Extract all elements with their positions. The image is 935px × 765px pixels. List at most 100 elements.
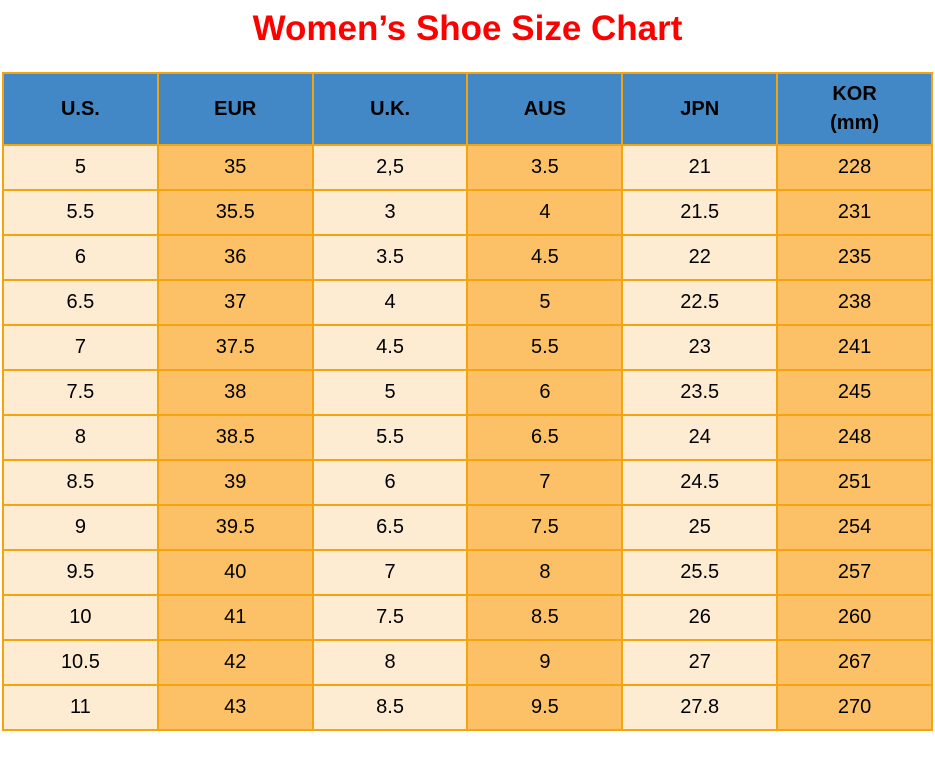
table-row: 10.5 42 8 9 27 267: [2, 639, 933, 686]
table-cell: 6: [466, 369, 624, 416]
table-cell: 8: [311, 639, 469, 686]
table-cell: 7: [311, 549, 469, 596]
table-cell: 4.5: [466, 234, 624, 281]
table-cell: 9: [2, 504, 159, 551]
table-cell: 8.5: [311, 684, 469, 731]
table-cell: 39.5: [156, 504, 314, 551]
table-cell: 36: [156, 234, 314, 281]
table-row: 7.5 38 5 6 23.5 245: [2, 369, 933, 416]
table-row: 8.5 39 6 7 24.5 251: [2, 459, 933, 506]
table-cell: 4.5: [311, 324, 469, 371]
table-cell: 22: [621, 234, 779, 281]
table-cell: 22.5: [621, 279, 779, 326]
column-header-kor: KOR (mm): [776, 72, 933, 146]
table-cell: 25: [621, 504, 779, 551]
table-cell: 10: [2, 594, 159, 641]
table-cell: 10.5: [2, 639, 159, 686]
table-body: 5 35 2,5 3.5 21 228 5.5 35.5 3 4 21.5 231 6 36 3.5 4.5 2…: [2, 144, 933, 731]
table-cell: 6: [2, 234, 159, 281]
table-cell: 42: [156, 639, 314, 686]
table-cell: 25.5: [621, 549, 779, 596]
table-cell: 9: [466, 639, 624, 686]
table-cell: 26: [621, 594, 779, 641]
table-header-row: U.S. EUR U.K. AUS JPN KOR (mm): [2, 72, 933, 146]
table-cell: 8.5: [466, 594, 624, 641]
table-cell: 251: [776, 459, 933, 506]
table-cell: 238: [776, 279, 933, 326]
table-cell: 3.5: [466, 144, 624, 191]
table-cell: 254: [776, 504, 933, 551]
table-cell: 245: [776, 369, 933, 416]
table-cell: 8: [2, 414, 159, 461]
column-header-us: U.S.: [2, 72, 159, 146]
column-header-uk: U.K.: [311, 72, 469, 146]
table-cell: 24.5: [621, 459, 779, 506]
table-cell: 7: [2, 324, 159, 371]
table-cell: 2,5: [311, 144, 469, 191]
table-row: 9.5 40 7 8 25.5 257: [2, 549, 933, 596]
table-cell: 8.5: [2, 459, 159, 506]
table-cell: 7.5: [466, 504, 624, 551]
table-cell: 5.5: [466, 324, 624, 371]
table-cell: 37: [156, 279, 314, 326]
table-cell: 231: [776, 189, 933, 236]
table-cell: 38: [156, 369, 314, 416]
table-cell: 6.5: [2, 279, 159, 326]
table-cell: 27.8: [621, 684, 779, 731]
table-cell: 5: [2, 144, 159, 191]
table-cell: 248: [776, 414, 933, 461]
table-cell: 267: [776, 639, 933, 686]
table-cell: 6.5: [311, 504, 469, 551]
table-cell: 270: [776, 684, 933, 731]
table-cell: 38.5: [156, 414, 314, 461]
table-row: 9 39.5 6.5 7.5 25 254: [2, 504, 933, 551]
table-cell: 235: [776, 234, 933, 281]
table-cell: 21: [621, 144, 779, 191]
table-cell: 21.5: [621, 189, 779, 236]
column-header-eur: EUR: [156, 72, 314, 146]
table-row: 6.5 37 4 5 22.5 238: [2, 279, 933, 326]
table-cell: 7.5: [311, 594, 469, 641]
table-row: 6 36 3.5 4.5 22 235: [2, 234, 933, 281]
table-cell: 6: [311, 459, 469, 506]
table-cell: 8: [466, 549, 624, 596]
table-cell: 40: [156, 549, 314, 596]
table-cell: 257: [776, 549, 933, 596]
table-row: 5 35 2,5 3.5 21 228: [2, 144, 933, 191]
table-cell: 5.5: [311, 414, 469, 461]
table-row: 10 41 7.5 8.5 26 260: [2, 594, 933, 641]
table-row: 7 37.5 4.5 5.5 23 241: [2, 324, 933, 371]
table-cell: 7: [466, 459, 624, 506]
table-row: 11 43 8.5 9.5 27.8 270: [2, 684, 933, 731]
table-cell: 23.5: [621, 369, 779, 416]
table-row: 8 38.5 5.5 6.5 24 248: [2, 414, 933, 461]
table-cell: 24: [621, 414, 779, 461]
table-cell: 228: [776, 144, 933, 191]
table-cell: 6.5: [466, 414, 624, 461]
table-cell: 7.5: [2, 369, 159, 416]
table-cell: 5.5: [2, 189, 159, 236]
table-row: 5.5 35.5 3 4 21.5 231: [2, 189, 933, 236]
table-cell: 241: [776, 324, 933, 371]
table-cell: 3: [311, 189, 469, 236]
table-cell: 37.5: [156, 324, 314, 371]
table-cell: 9.5: [466, 684, 624, 731]
table-cell: 4: [311, 279, 469, 326]
table-cell: 3.5: [311, 234, 469, 281]
table-cell: 27: [621, 639, 779, 686]
table-cell: 11: [2, 684, 159, 731]
table-cell: 23: [621, 324, 779, 371]
table-cell: 35.5: [156, 189, 314, 236]
page-title: Women’s Shoe Size Chart: [252, 9, 683, 48]
table-cell: 35: [156, 144, 314, 191]
table-cell: 41: [156, 594, 314, 641]
table-cell: 9.5: [2, 549, 159, 596]
table-cell: 260: [776, 594, 933, 641]
table-cell: 39: [156, 459, 314, 506]
table-cell: 5: [311, 369, 469, 416]
table-cell: 4: [466, 189, 624, 236]
table-cell: 43: [156, 684, 314, 731]
column-header-aus: AUS: [466, 72, 624, 146]
table-cell: 5: [466, 279, 624, 326]
column-header-jpn: JPN: [621, 72, 779, 146]
